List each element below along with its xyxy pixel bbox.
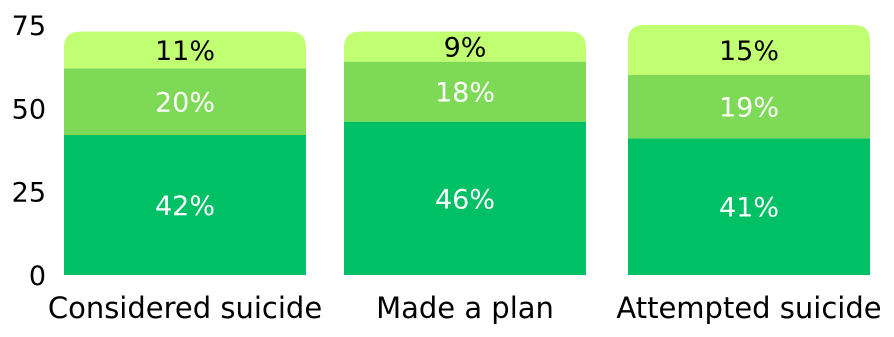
y-axis: 0 25 50 75: [12, 11, 46, 292]
y-tick-label: 75: [12, 11, 46, 42]
data-label: 18%: [435, 78, 495, 109]
x-category-label: Considered suicide: [48, 291, 322, 325]
bar-segment: [628, 25, 870, 75]
x-axis: Considered suicide Made a plan Attempted s…: [48, 291, 882, 325]
data-label: 42%: [155, 191, 215, 222]
bar-stack: 42% 20% 11%: [64, 31, 306, 275]
data-label: 20%: [155, 88, 215, 119]
bar-segment: [628, 138, 870, 275]
data-label: 41%: [719, 193, 779, 224]
bar-segment: [64, 68, 306, 135]
bar-segment: [64, 31, 306, 69]
data-label: 15%: [719, 36, 779, 67]
bar-segment: [344, 61, 586, 122]
bars: 42% 20% 11% 46% 18% 9% 41% 19% 15%: [64, 25, 870, 276]
data-label: 19%: [719, 93, 779, 124]
y-tick-label: 25: [12, 178, 46, 209]
bar-segment: [628, 75, 870, 139]
x-category-label: Attempted suicide: [616, 291, 881, 325]
bar-segment: [344, 121, 586, 276]
y-tick-label: 50: [12, 94, 46, 125]
y-tick-label: 0: [29, 261, 46, 292]
data-label: 46%: [435, 184, 495, 215]
x-category-label: Made a plan: [376, 291, 554, 325]
bar-segment: [344, 31, 586, 62]
data-label: 9%: [444, 33, 487, 64]
data-label: 11%: [155, 36, 215, 67]
bar-segment: [64, 135, 306, 275]
bar-stack: 41% 19% 15%: [628, 25, 870, 275]
bar-stack: 46% 18% 9%: [344, 31, 586, 276]
